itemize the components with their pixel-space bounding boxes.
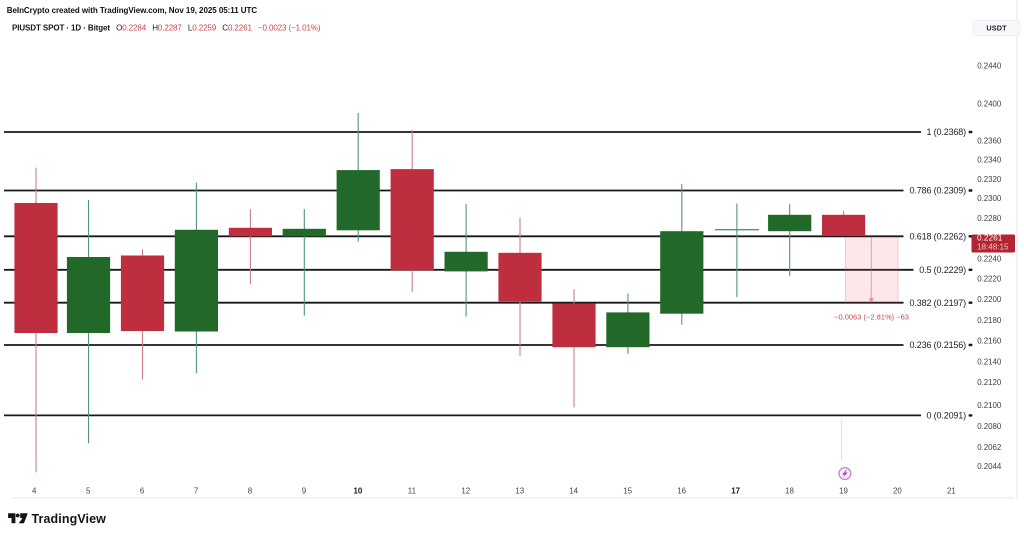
svg-text:13: 13 [515,486,524,495]
svg-text:7: 7 [194,486,198,495]
svg-text:8: 8 [248,486,253,495]
svg-text:0.2280: 0.2280 [977,214,1002,223]
svg-text:PIUSDT SPOT · 1D · Bitget O0.2: PIUSDT SPOT · 1D · Bitget O0.2284 H0.228… [12,23,321,32]
svg-text:11: 11 [408,486,416,495]
svg-text:0.618 (0.2262): 0.618 (0.2262) [910,232,967,242]
svg-text:0.2320: 0.2320 [977,175,1002,184]
svg-text:0.2160: 0.2160 [977,337,1002,346]
svg-text:0.2080: 0.2080 [977,422,1002,431]
svg-text:0.382 (0.2197): 0.382 (0.2197) [910,298,967,308]
svg-text:0.2200: 0.2200 [977,295,1002,304]
svg-text:−0.0063 (−2.81%) −63: −0.0063 (−2.81%) −63 [834,313,909,322]
svg-text:1 (0.2368): 1 (0.2368) [926,127,966,137]
svg-text:0.2240: 0.2240 [977,255,1002,264]
svg-text:0.2440: 0.2440 [977,62,1002,71]
svg-text:0.2120: 0.2120 [977,378,1002,387]
svg-text:5: 5 [86,486,91,495]
svg-text:16: 16 [677,486,686,495]
svg-text:0.5 (0.2229): 0.5 (0.2229) [919,265,966,275]
svg-text:21: 21 [947,486,956,495]
svg-text:17: 17 [731,486,740,495]
svg-text:18: 18 [785,486,794,495]
svg-text:0 (0.2091): 0 (0.2091) [926,411,966,421]
svg-text:0.2360: 0.2360 [977,136,1002,145]
svg-text:0.2100: 0.2100 [977,401,1002,410]
svg-text:0.2044: 0.2044 [977,462,1002,471]
svg-text:0.2400: 0.2400 [977,100,1002,109]
svg-text:15: 15 [623,486,632,495]
svg-text:BeInCrypto created with Tradin: BeInCrypto created with TradingView.com,… [7,6,258,15]
svg-text:0.2340: 0.2340 [977,156,1002,165]
svg-text:0.2300: 0.2300 [977,194,1002,203]
svg-text:14: 14 [569,486,578,495]
svg-text:19: 19 [839,486,848,495]
svg-text:0.2180: 0.2180 [977,316,1002,325]
svg-text:0.2261: 0.2261 [977,233,1003,243]
svg-text:0.2220: 0.2220 [977,275,1002,284]
svg-text:9: 9 [302,486,307,495]
svg-text:0.2140: 0.2140 [977,358,1002,367]
svg-text:0.236 (0.2156): 0.236 (0.2156) [910,340,967,350]
svg-text:18:48:15: 18:48:15 [977,243,1009,252]
svg-text:4: 4 [32,486,37,495]
svg-text:0.2062: 0.2062 [977,443,1001,452]
svg-text:6: 6 [140,486,145,495]
svg-text:12: 12 [461,486,470,495]
svg-text:TradingView: TradingView [32,512,107,526]
svg-text:USDT: USDT [986,24,1007,33]
svg-text:10: 10 [354,486,363,495]
svg-text:20: 20 [893,486,902,495]
svg-text:0.786 (0.2309): 0.786 (0.2309) [910,186,967,196]
